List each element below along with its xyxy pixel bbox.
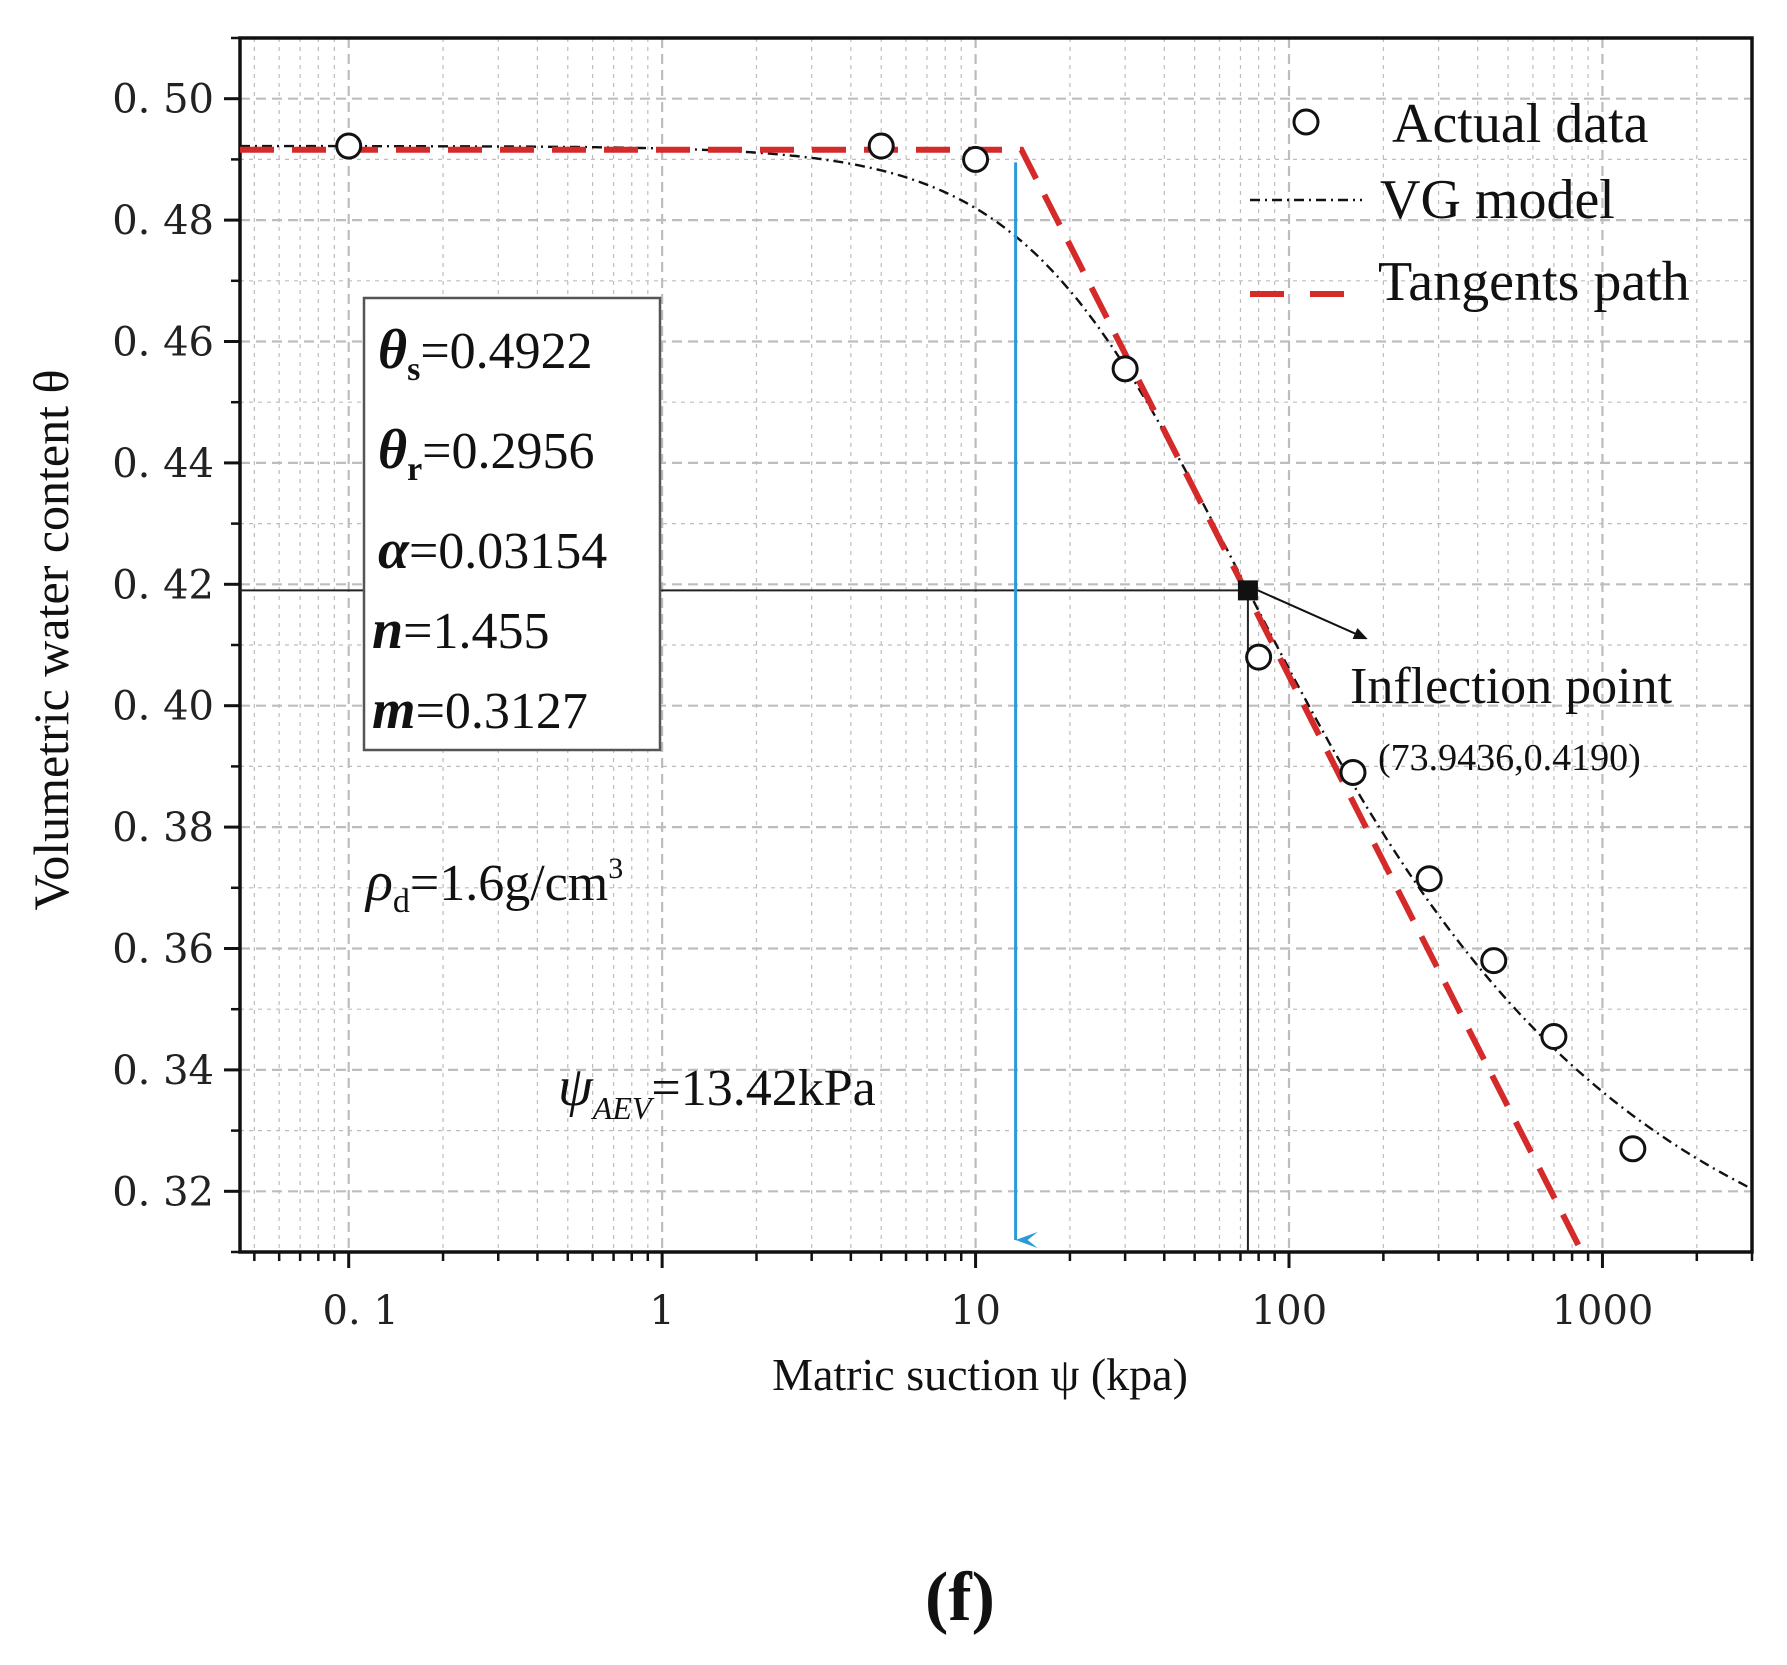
y-tick-label: 0. 42	[112, 562, 214, 608]
actual-data-point	[1245, 643, 1273, 671]
param-symbol: α	[378, 519, 410, 581]
param-value: =0.3127	[416, 683, 588, 740]
density-symbol: ρ	[364, 851, 393, 913]
annotations: Inflection point (73.9436,0.4190) θs=0.492…	[362, 296, 1673, 1126]
aev-label: ψAEV=13.42kPa	[558, 1056, 876, 1126]
density-subscript: d	[393, 883, 410, 920]
param-symbol: n	[372, 599, 403, 661]
tangents-path-line	[240, 146, 1585, 1254]
param-symbol: θ	[378, 319, 407, 381]
y-tick-label: 0. 36	[112, 927, 214, 973]
y-tick-label: 0. 38	[112, 805, 214, 851]
param-value: =0.4922	[420, 323, 592, 380]
actual-data-point	[1415, 865, 1443, 893]
y-tick-label: 0. 50	[112, 77, 214, 123]
inflection-arrow	[1257, 589, 1368, 640]
inflection-coords: (73.9436,0.4190)	[1378, 737, 1641, 779]
param-row: m=0.3127	[372, 679, 588, 741]
aev-subscript: AEV	[591, 1090, 655, 1126]
y-tick-label: 0. 44	[112, 441, 214, 487]
actual-data-point	[1339, 758, 1367, 786]
legend: Actual data VG model Tangents path	[1250, 93, 1690, 313]
y-tick-label: 0. 40	[112, 684, 214, 730]
density-superscript: 3	[608, 852, 623, 885]
param-row: θr=0.2956	[378, 419, 595, 488]
y-tick-label: 0. 32	[112, 1169, 214, 1215]
actual-data-point	[867, 132, 895, 160]
figure-caption: (f)	[925, 1559, 995, 1636]
y-tick-label: 0. 34	[112, 1048, 214, 1094]
actual-data-point	[335, 132, 363, 160]
legend-label-actual-data: Actual data	[1392, 93, 1649, 155]
density-label: ρd=1.6g/cm3	[364, 851, 623, 920]
aev-value: =13.42kPa	[651, 1060, 875, 1117]
actual-data-point	[962, 145, 990, 173]
density-value: =1.6g/cm	[410, 855, 608, 912]
param-value: =0.03154	[409, 523, 607, 580]
inflection-point-marker	[1237, 580, 1258, 601]
inflection-label: Inflection point	[1350, 658, 1673, 715]
param-value: =0.2956	[422, 423, 594, 480]
x-tick-label: 10	[950, 1288, 1001, 1334]
y-tick-label: 0. 46	[112, 320, 214, 366]
actual-data-point	[1540, 1023, 1568, 1051]
aev-psi: ψ	[558, 1056, 594, 1118]
param-row: α=0.03154	[378, 519, 607, 581]
legend-label-vg-model: VG model	[1380, 169, 1615, 231]
x-tick-label: 1	[649, 1288, 674, 1334]
actual-data-point	[1619, 1135, 1647, 1163]
x-tick-label: 0. 1	[323, 1288, 399, 1334]
param-subscript: r	[407, 451, 422, 488]
actual-data-point	[1480, 947, 1508, 975]
legend-marker-actual-data	[1292, 108, 1320, 136]
axes: 0. 1 1 10 100 1000 0. 32 0. 34 0. 36 0. 38 0. 40 0…	[112, 36, 1754, 1334]
param-symbol: m	[372, 679, 416, 741]
y-tick-label: 0. 48	[112, 198, 214, 244]
vg-model-curve	[240, 144, 1753, 1190]
param-symbol: θ	[378, 419, 407, 481]
param-subscript: s	[407, 351, 420, 388]
param-value: =1.455	[403, 603, 549, 660]
params-box	[362, 296, 662, 752]
y-axis-title: Volumetric water content θ	[23, 370, 79, 911]
x-tick-label: 100	[1251, 1288, 1327, 1334]
actual-data-point	[1111, 355, 1139, 383]
x-axis-title: Matric suction ψ (kpa)	[772, 1349, 1188, 1400]
param-row: n=1.455	[372, 599, 549, 661]
x-tick-label: 1000	[1552, 1288, 1654, 1334]
legend-label-tangents-path: Tangents path	[1378, 251, 1690, 313]
param-row: θs=0.4922	[378, 319, 593, 388]
